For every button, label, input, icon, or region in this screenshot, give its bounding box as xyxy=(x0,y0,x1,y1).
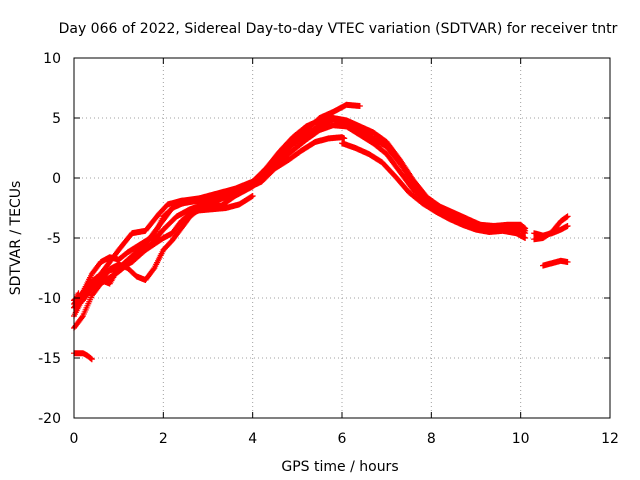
x-tick-label: 2 xyxy=(159,431,168,447)
y-tick-label: -15 xyxy=(38,351,61,367)
y-axis-label: SDTVAR / TECUs xyxy=(8,181,24,296)
y-tick-label: 5 xyxy=(52,111,61,127)
series-markers xyxy=(339,140,529,241)
x-tick-label: 12 xyxy=(601,431,619,447)
series-track-g xyxy=(339,140,529,241)
series-track-f xyxy=(79,115,529,295)
series-track-h xyxy=(71,350,95,363)
series-markers xyxy=(71,350,95,363)
y-tick-label: -10 xyxy=(38,291,61,307)
series-markers xyxy=(531,213,571,243)
series-track-e xyxy=(71,101,363,311)
x-axis-label: GPS time / hours xyxy=(281,459,398,475)
x-tick-label: 10 xyxy=(512,431,530,447)
series-markers xyxy=(79,115,529,295)
series-track-k xyxy=(531,213,571,243)
y-tick-label: -20 xyxy=(38,411,61,427)
y-tick-label: -5 xyxy=(47,231,61,247)
x-tick-label: 4 xyxy=(248,431,257,447)
axis-ticks: 0 2 4 6 8 10 12 -20 -15 -10 -5 0 5 10 xyxy=(38,51,619,447)
y-tick-label: 10 xyxy=(43,51,61,67)
x-tick-label: 8 xyxy=(427,431,436,447)
data-series xyxy=(71,101,571,363)
series-markers xyxy=(540,257,571,269)
y-tick-label: 0 xyxy=(52,171,61,187)
chart-title: Day 066 of 2022, Sidereal Day-to-day VTE… xyxy=(59,21,618,37)
x-tick-label: 0 xyxy=(70,431,79,447)
x-tick-label: 6 xyxy=(338,431,347,447)
series-track-l xyxy=(540,257,571,269)
